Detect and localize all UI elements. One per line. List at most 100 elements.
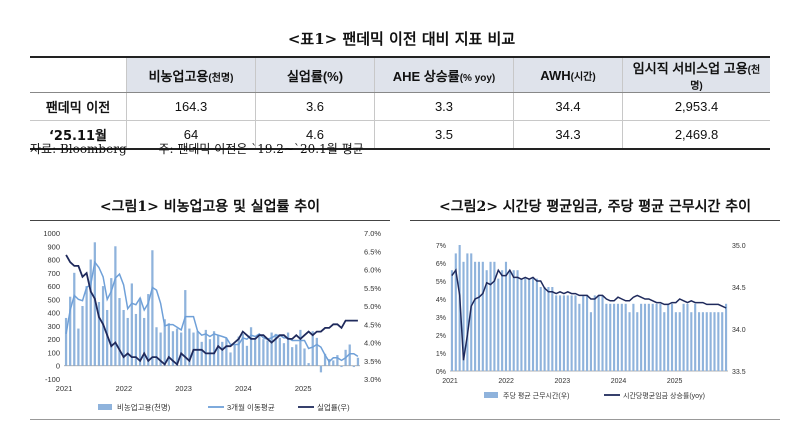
bar [597,295,600,371]
y-left-tick-label: 1% [436,351,446,358]
bar [462,261,465,371]
bar [159,332,162,366]
table-footnote: 자료: Bloomberg 주: 팬데믹 이전은 `19.2~`20.1월 평균 [30,140,392,157]
table-header-row: 비농업고용(천명) 실업률(%) AHE 상승률(% yoy) AWH(시간) … [30,56,770,93]
bar [81,306,84,366]
bar [180,332,183,366]
y-right-tick-label: 34.5 [732,285,746,292]
table-cell: 64 [126,120,256,150]
y-left-tick-label: 0% [436,369,446,376]
y-right-tick-label: 33.5 [732,369,746,376]
bar [682,303,685,371]
bar [589,312,592,371]
y-left-tick-label: 300 [47,322,60,331]
bar [64,317,68,366]
bar [512,270,515,371]
bar [274,333,277,366]
bar [450,270,453,371]
row-label: ‘25.11월 [30,120,127,150]
bar [497,278,500,371]
bar [73,272,76,366]
table-row: ‘25.11월 64 4.6 3.5 34.3 2,469.8 [30,120,770,150]
bar [258,336,261,366]
y-left-tick-label: 900 [47,242,60,251]
legend-label: 실업률(우) [317,402,350,412]
bar [336,355,339,366]
table-cell: 3.6 [255,92,375,121]
header-cell: 임시직 서비스업 고용(천명) [622,56,770,93]
bar [570,295,573,371]
bar [520,278,523,371]
bar [89,259,92,366]
y-right-tick-label: 5.5% [364,284,381,293]
y-left-tick-label: 500 [47,295,60,304]
bar [605,303,608,371]
period-note: 주: 팬데믹 이전은 `19.2~`20.1월 평균 [158,142,364,156]
bar [539,287,542,371]
bar [237,336,240,366]
row-label: 팬데믹 이전 [30,92,127,121]
bar [481,261,484,371]
header-cell [30,56,127,93]
bar [566,295,569,371]
bar [493,261,496,371]
y-left-tick-label: -100 [45,375,60,384]
bar [690,312,693,371]
series-line [65,260,359,363]
series-line [65,254,358,366]
bar [323,353,327,366]
bar [126,317,129,366]
bar [295,344,298,366]
bar [147,294,150,366]
bar [270,332,273,366]
bar [574,295,577,371]
bar [163,319,166,366]
table-cell: 2,953.4 [622,92,770,121]
chart2-panel: 7% 6% 5% 4% 3% 2% 1% 0% 35.0 34.5 34.0 33.5 2021 2022… [410,220,780,416]
bar [555,295,558,371]
y-left-tick-label: 7% [436,243,446,250]
bar [725,303,728,371]
bar [466,253,469,371]
bar [155,327,158,366]
y-left-tick-label: 4% [436,297,446,304]
bar [167,323,170,366]
bar [655,303,658,371]
chart2-svg: 7% 6% 5% 4% 3% 2% 1% 0% 35.0 34.5 34.0 33.5 2021 2022… [436,243,746,400]
y-left-tick-label: 6% [436,261,446,268]
x-tick-label: 2023 [175,384,192,393]
bar [643,303,647,371]
y-right-tick-label: 6.0% [364,266,381,275]
bar [233,344,236,366]
bar [558,295,562,371]
bar [582,295,585,371]
y-left-tick-label: 5% [436,279,446,286]
bar [721,312,724,371]
legend-swatch [98,404,112,410]
y-right-tick-label: 3.5% [364,357,381,366]
bar [311,331,314,366]
y-left-tick-label: 700 [47,269,60,278]
bar [613,303,616,371]
bar [489,261,492,371]
y-left-tick-label: 200 [47,335,60,344]
table-cell: 164.3 [126,92,256,121]
bar [454,253,457,371]
bar [524,278,527,371]
bar [118,298,121,366]
bar [134,313,138,366]
chart1-panel: -100 0 100 200 300 400 500 600 700 800 900 1000 7.0%… [30,220,390,416]
bar [616,303,620,371]
bar [701,312,704,371]
bar [667,303,670,371]
table-cell: 4.6 [255,120,375,150]
legend-label: 시간당평균임금 상승률(yoy) [623,391,705,400]
bar [474,261,477,371]
header-cell: AHE 상승률(% yoy) [374,56,514,93]
bar [282,343,286,366]
bar [77,328,80,366]
table-cell: 3.3 [374,92,514,121]
bar [315,337,318,366]
bar [208,339,212,366]
bar [303,348,306,366]
